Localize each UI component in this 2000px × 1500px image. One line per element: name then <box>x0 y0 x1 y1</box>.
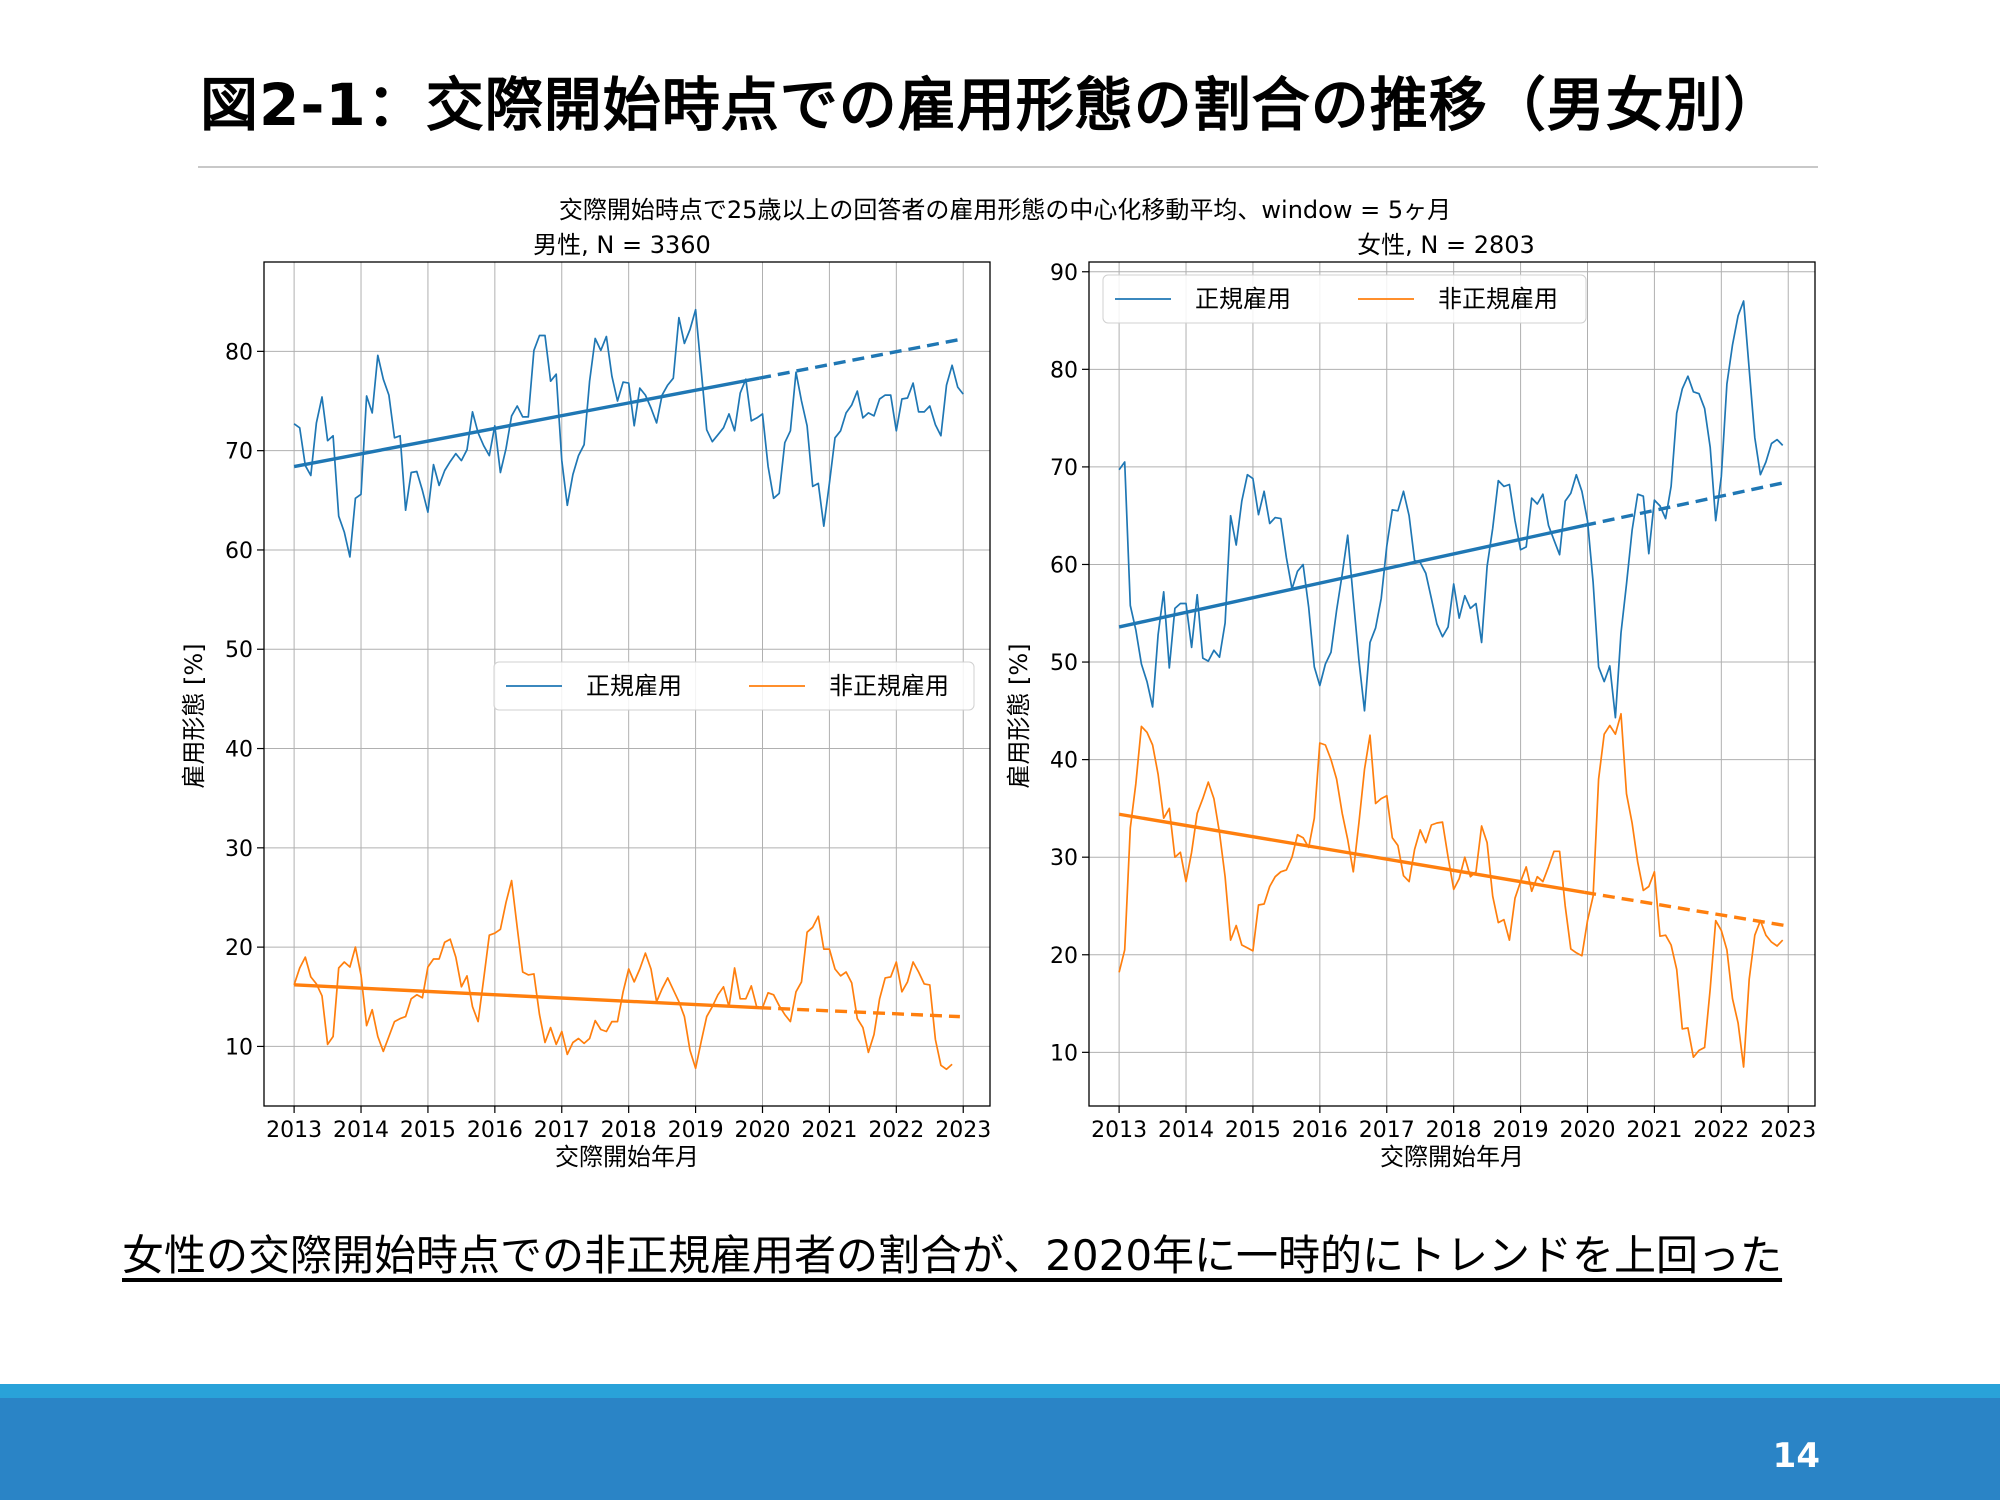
y-tick-label: 30 <box>1050 846 1078 871</box>
legend-label: 非正規雇用 <box>829 672 949 700</box>
x-tick-label: 2018 <box>601 1118 657 1143</box>
y-tick-label: 20 <box>1050 944 1078 969</box>
x-tick-label: 2017 <box>534 1118 590 1143</box>
x-tick-label: 2023 <box>935 1118 991 1143</box>
x-tick-label: 2014 <box>1158 1118 1214 1143</box>
x-tick-label: 2018 <box>1426 1118 1482 1143</box>
trend-extrapolation <box>758 337 961 380</box>
y-tick-label: 10 <box>225 1035 253 1060</box>
y-tick-label: 40 <box>225 738 253 763</box>
panel-title: 女性, N = 2803 <box>1357 231 1535 259</box>
legend-label: 正規雇用 <box>586 672 682 700</box>
x-tick-label: 2022 <box>1693 1118 1749 1143</box>
trend-line <box>1118 812 1585 894</box>
y-axis-label: 雇用形態 [%] <box>1005 643 1033 788</box>
plot-frame <box>263 261 991 1107</box>
x-tick-label: 2015 <box>400 1118 456 1143</box>
trend-line <box>1118 523 1585 629</box>
trend-extrapolation <box>1583 890 1786 928</box>
y-tick-label: 80 <box>225 340 253 365</box>
x-tick-label: 2016 <box>1292 1118 1348 1143</box>
footer-bar: 14 <box>0 1398 2000 1500</box>
series-line <box>293 308 964 558</box>
x-tick-label: 2023 <box>1760 1118 1816 1143</box>
title-divider <box>198 166 1818 168</box>
legend-box <box>493 661 975 711</box>
x-tick-label: 2016 <box>467 1118 523 1143</box>
x-tick-label: 2021 <box>801 1118 857 1143</box>
x-tick-label: 2019 <box>668 1118 724 1143</box>
y-tick-label: 10 <box>1050 1041 1078 1066</box>
x-tick-label: 2013 <box>266 1118 322 1143</box>
page-number: 14 <box>1772 1436 1820 1476</box>
y-tick-label: 50 <box>225 638 253 663</box>
y-tick-label: 50 <box>1050 651 1078 676</box>
x-tick-label: 2015 <box>1225 1118 1281 1143</box>
y-tick-label: 70 <box>225 440 253 465</box>
series-line <box>1118 712 1784 1068</box>
female-panel: 女性, N = 2803 2013 2014 2015 2016 2017 2018 2019… <box>1005 231 1816 1171</box>
x-tick-label: 2020 <box>1559 1118 1615 1143</box>
y-tick-label: 30 <box>225 837 253 862</box>
y-tick-label: 70 <box>1050 456 1078 481</box>
employment-ratio-figure: 交際開始時点で25歳以上の回答者の雇用形態の中心化移動平均、window = 5… <box>180 196 1816 1171</box>
trend-line <box>294 983 760 1010</box>
y-tick-label: 90 <box>1050 261 1078 286</box>
x-axis-label: 交際開始年月 <box>1380 1143 1524 1171</box>
x-tick-label: 2019 <box>1493 1118 1549 1143</box>
y-tick-label: 60 <box>1050 553 1078 578</box>
male-panel: 男性, N = 3360 2013 2014 2015 2016 2017 2018 2019… <box>180 231 991 1171</box>
y-tick-label: 60 <box>225 539 253 564</box>
series-line <box>293 879 953 1071</box>
figure-suptitle: 交際開始時点で25歳以上の回答者の雇用形態の中心化移動平均、window = 5… <box>559 196 1451 224</box>
x-tick-label: 2013 <box>1091 1118 1147 1143</box>
trend-extrapolation <box>1583 480 1786 528</box>
y-tick-label: 80 <box>1050 358 1078 383</box>
trend-line <box>293 376 760 469</box>
y-tick-label: 40 <box>1050 749 1078 774</box>
panel-title: 男性, N = 3360 <box>533 231 711 259</box>
legend: 正規雇用 非正規雇用 <box>1102 274 1587 324</box>
y-tick-label: 20 <box>225 936 253 961</box>
y-axis-label: 雇用形態 [%] <box>180 643 208 788</box>
x-tick-label: 2014 <box>333 1118 389 1143</box>
x-tick-label: 2022 <box>868 1118 924 1143</box>
conclusion-caption: 女性の交際開始時点での非正規雇用者の割合が、2020年に一時的にトレンドを上回っ… <box>122 1231 1783 1280</box>
series-line <box>1118 300 1784 719</box>
trend-extrapolation <box>759 1006 960 1019</box>
footer-accent-line <box>0 1384 2000 1398</box>
slide-title: 図2-1：交際開始時点での雇用形態の割合の推移（男女別） <box>200 71 1783 139</box>
legend-label: 正規雇用 <box>1195 285 1291 313</box>
x-tick-label: 2020 <box>734 1118 790 1143</box>
x-axis-label: 交際開始年月 <box>555 1143 699 1171</box>
legend-label: 非正規雇用 <box>1438 285 1558 313</box>
x-tick-label: 2021 <box>1626 1118 1682 1143</box>
legend: 正規雇用 非正規雇用 <box>493 661 975 711</box>
legend-box <box>1102 274 1587 324</box>
plot-frame <box>1088 261 1816 1107</box>
x-tick-label: 2017 <box>1359 1118 1415 1143</box>
